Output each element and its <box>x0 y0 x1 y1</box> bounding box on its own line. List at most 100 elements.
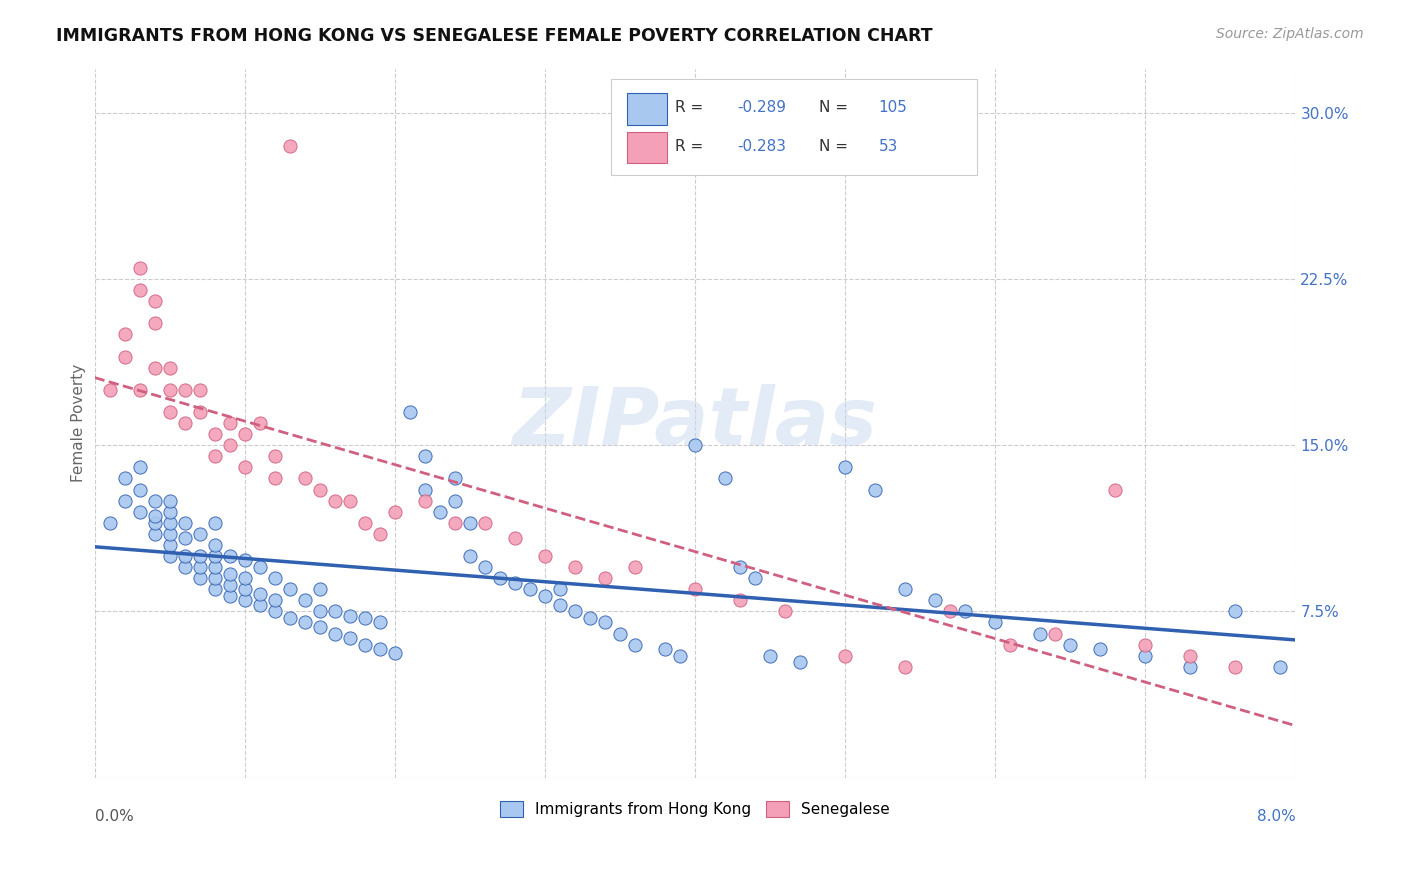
Point <box>1315 671 1337 685</box>
Point <box>534 549 557 563</box>
Point <box>173 416 195 430</box>
Point <box>474 516 496 530</box>
Point <box>489 571 512 585</box>
Text: IMMIGRANTS FROM HONG KONG VS SENEGALESE FEMALE POVERTY CORRELATION CHART: IMMIGRANTS FROM HONG KONG VS SENEGALESE … <box>56 27 932 45</box>
Point <box>278 611 301 625</box>
Point <box>894 660 917 674</box>
Point <box>218 589 240 603</box>
Point <box>534 589 557 603</box>
Point <box>173 560 195 574</box>
Point <box>188 405 211 419</box>
Point <box>294 471 316 485</box>
Point <box>233 460 256 475</box>
Point <box>353 516 375 530</box>
Point <box>1135 638 1157 652</box>
Point <box>263 604 285 618</box>
Point <box>789 656 811 670</box>
Point <box>173 383 195 397</box>
Point <box>1045 626 1067 640</box>
Point <box>114 327 136 342</box>
Point <box>654 642 676 657</box>
Point <box>443 516 465 530</box>
Point <box>503 531 526 545</box>
Point <box>323 626 346 640</box>
Point <box>218 416 240 430</box>
Point <box>114 493 136 508</box>
Point <box>564 560 586 574</box>
Point <box>143 516 166 530</box>
Point <box>443 493 465 508</box>
Point <box>458 549 481 563</box>
Point <box>114 350 136 364</box>
Point <box>128 483 150 497</box>
Point <box>204 571 226 585</box>
Point <box>159 505 181 519</box>
Point <box>368 526 391 541</box>
Point <box>263 571 285 585</box>
Text: N =: N = <box>818 139 852 154</box>
Point <box>204 549 226 563</box>
Point <box>728 593 751 607</box>
Text: ZIPatlas: ZIPatlas <box>513 384 877 462</box>
Point <box>1059 638 1081 652</box>
Point <box>114 471 136 485</box>
Point <box>308 604 330 618</box>
Point <box>278 139 301 153</box>
Point <box>308 620 330 634</box>
Point <box>263 450 285 464</box>
Point <box>759 648 782 663</box>
Point <box>143 316 166 330</box>
Point <box>159 405 181 419</box>
Point <box>384 647 406 661</box>
Point <box>323 493 346 508</box>
Point <box>519 582 541 597</box>
Point <box>98 516 121 530</box>
Point <box>159 360 181 375</box>
Point <box>128 383 150 397</box>
Point <box>474 560 496 574</box>
Text: 0.0%: 0.0% <box>94 809 134 824</box>
Point <box>1389 593 1406 607</box>
Point <box>984 615 1007 630</box>
Point <box>1135 648 1157 663</box>
Point <box>143 509 166 524</box>
Point <box>188 560 211 574</box>
Point <box>669 648 692 663</box>
Point <box>1000 638 1022 652</box>
Point <box>249 598 271 612</box>
Point <box>443 471 465 485</box>
Point <box>204 560 226 574</box>
Point <box>939 604 962 618</box>
Point <box>188 571 211 585</box>
Point <box>143 360 166 375</box>
Point <box>233 553 256 567</box>
Point <box>353 638 375 652</box>
Point <box>773 604 796 618</box>
Point <box>609 626 631 640</box>
Point <box>294 615 316 630</box>
Point <box>834 648 856 663</box>
Point <box>204 450 226 464</box>
Point <box>218 549 240 563</box>
Point <box>188 549 211 563</box>
Point <box>143 493 166 508</box>
Point <box>204 538 226 552</box>
Point <box>1104 483 1126 497</box>
Point <box>353 611 375 625</box>
FancyBboxPatch shape <box>627 132 668 163</box>
FancyBboxPatch shape <box>612 79 977 175</box>
Text: -0.283: -0.283 <box>737 139 786 154</box>
Point <box>1360 681 1382 696</box>
Text: -0.289: -0.289 <box>737 100 786 115</box>
Point <box>384 505 406 519</box>
Point <box>233 582 256 597</box>
Point <box>398 405 420 419</box>
Point <box>339 631 361 645</box>
Point <box>368 615 391 630</box>
Point <box>233 427 256 442</box>
Point <box>1090 642 1112 657</box>
Point <box>564 604 586 618</box>
Point <box>308 582 330 597</box>
Point <box>263 593 285 607</box>
Point <box>98 383 121 397</box>
